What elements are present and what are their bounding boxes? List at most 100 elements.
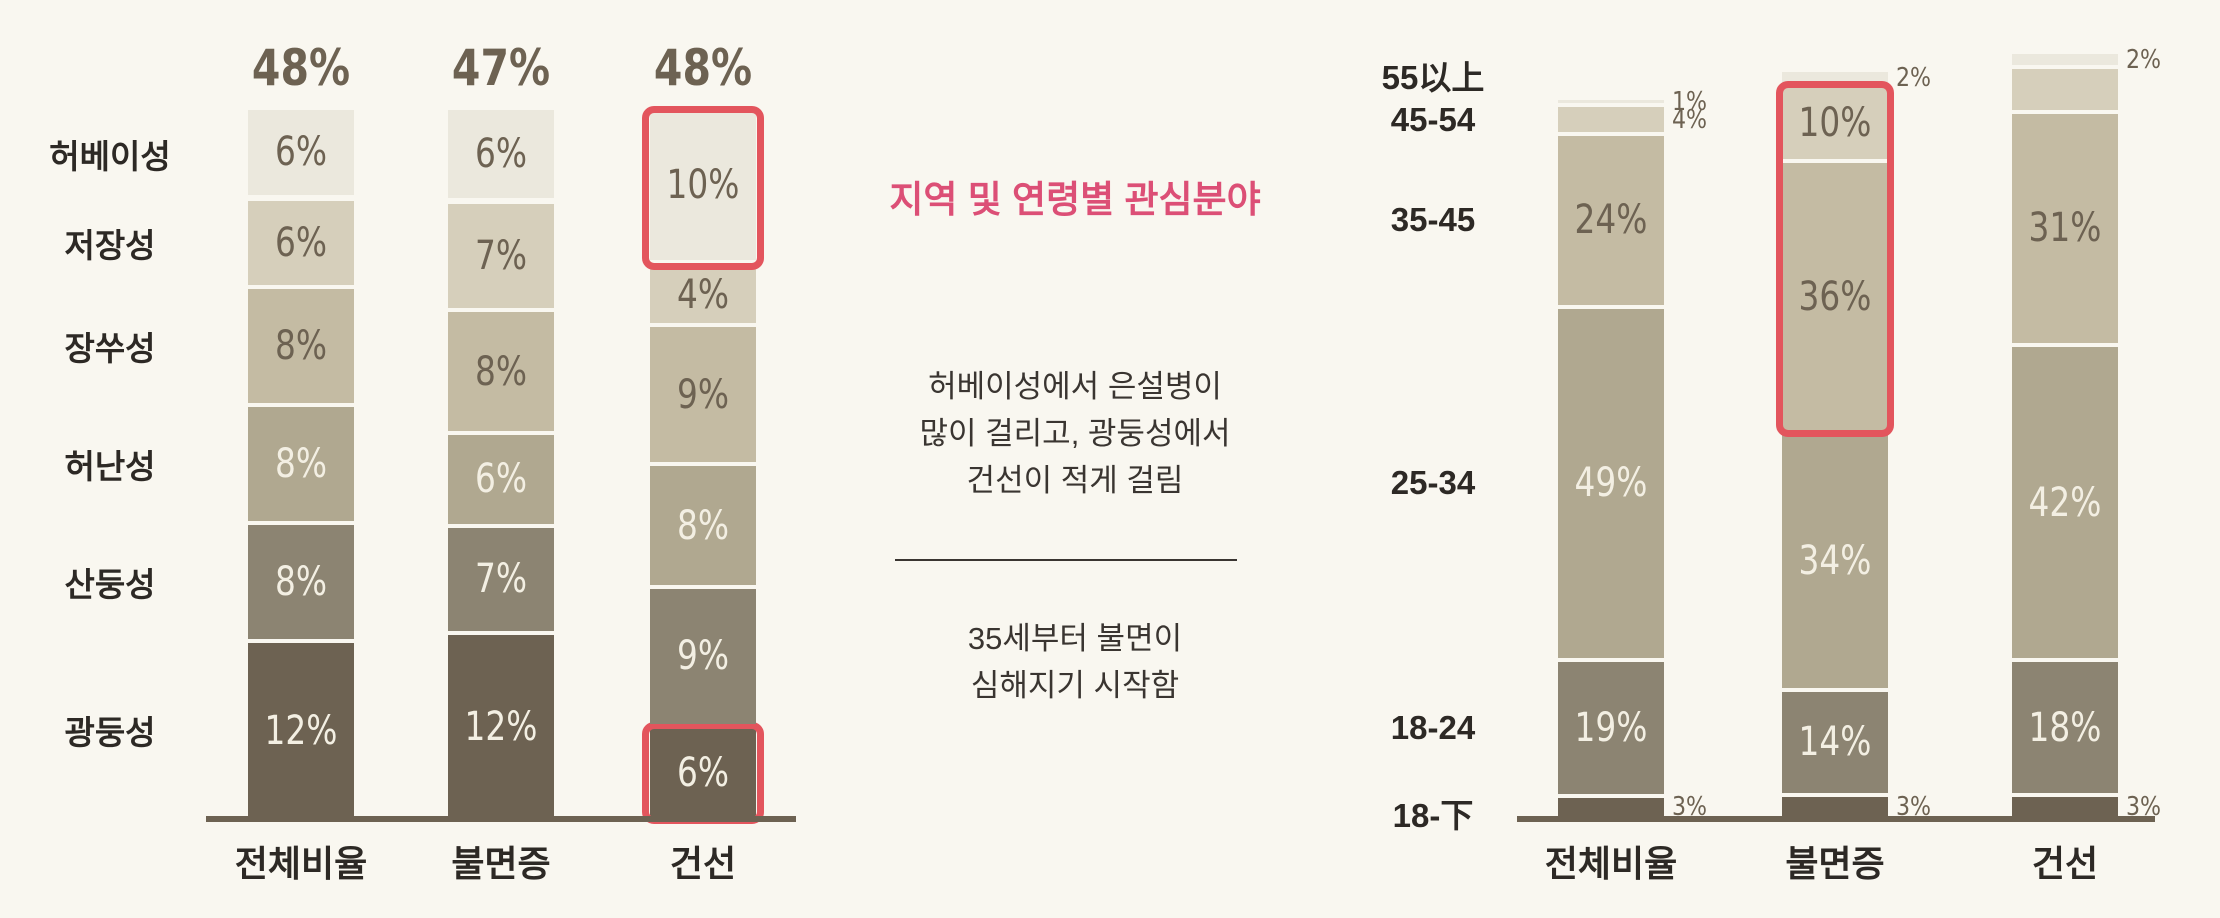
- bar-segment-1-1: [1782, 691, 1888, 794]
- note-region-line-3: 건선이 적게 걸림: [966, 463, 1184, 498]
- note-region-line-1: 허베이성에서 은설병이: [928, 369, 1222, 404]
- data-label: 42%: [2028, 479, 2102, 526]
- category-label-1: 불면증: [1785, 843, 1885, 884]
- bar-segment-2-3: [2012, 114, 2118, 343]
- bar-segment-0-0: [1558, 798, 1664, 816]
- bar-segment-0-2: 8%: [248, 407, 354, 521]
- category-label-1: 불면증: [451, 843, 551, 884]
- data-label: 8%: [676, 502, 730, 549]
- left-baseline: [206, 816, 796, 822]
- bar-segment-1-4: 7%: [448, 204, 554, 309]
- highlight-box: [642, 721, 764, 824]
- bar-segment-0-5: 6%: [248, 110, 354, 195]
- bar-segment-1-3: [1782, 162, 1888, 431]
- bar-segment-0-3: 8%: [248, 289, 354, 403]
- bar-segment-1-5: [1782, 72, 1888, 84]
- data-label: 6%: [676, 749, 730, 796]
- data-label-box: 42%: [2012, 345, 2118, 660]
- data-label-outside: 2%: [1896, 62, 1932, 93]
- bar-segment-0-3: [1558, 136, 1664, 305]
- bar-segment-2-0: [2012, 797, 2118, 816]
- legend-label-1: 18-24: [1390, 709, 1476, 746]
- data-label: 7%: [474, 233, 528, 280]
- bar-segment-1-1: 7%: [448, 527, 554, 632]
- data-label-box: 49%: [1558, 307, 1664, 660]
- bar-total-2: 48%: [653, 39, 753, 97]
- data-label-box: 14%: [1782, 690, 1888, 796]
- bar-segment-0-4: [1558, 107, 1664, 132]
- note-age-line-1: 35세부터 불면이: [967, 621, 1183, 656]
- bar-segment-2-2: 8%: [650, 466, 756, 586]
- bar-segment-0-1: 8%: [248, 525, 354, 639]
- bar-segment-2-4: [2012, 69, 2118, 111]
- bar-segment-2-4: 4%: [650, 265, 756, 324]
- data-label-outside: 4%: [1672, 104, 1708, 135]
- bar-segment-0-4: 6%: [248, 200, 354, 285]
- legend-label-1: 산둥성: [64, 566, 156, 603]
- bar-total-1: 47%: [451, 39, 551, 97]
- bar-segment-2-5: [2012, 54, 2118, 66]
- data-label: 8%: [274, 559, 328, 605]
- bar-segment-2-1: 9%: [650, 589, 756, 724]
- bar-segment-1-4: [1782, 87, 1888, 159]
- bar-segment-1-0: 12%: [448, 635, 554, 818]
- legend-label-4: 45-54: [1390, 100, 1476, 138]
- legend-label-3: 35-45: [1390, 201, 1476, 239]
- data-label: 6%: [274, 129, 328, 176]
- divider: [895, 559, 1237, 561]
- data-label: 8%: [274, 323, 328, 369]
- bar-segment-1-5: 6%: [448, 110, 554, 199]
- data-label: 10%: [666, 161, 740, 208]
- data-label: 36%: [1798, 273, 1872, 320]
- category-label-2: 건선: [2031, 843, 2099, 884]
- note-region: 허베이성에서 은설병이 많이 걸리고, 광둥성에서 건선이 적게 걸림: [919, 363, 1230, 504]
- data-label: 4%: [676, 271, 730, 318]
- data-label: 6%: [274, 219, 328, 266]
- data-label: 6%: [474, 131, 528, 178]
- bar-segment-0-1: [1558, 661, 1664, 795]
- bar-segment-0-0: 12%: [248, 643, 354, 818]
- data-label: 34%: [1798, 538, 1872, 585]
- data-label-outside: 1%: [1672, 86, 1708, 117]
- right-baseline: [1517, 816, 2155, 822]
- data-label-box: 24%: [1558, 134, 1664, 307]
- legend-label-2: 허난성: [64, 448, 156, 485]
- data-label: 10%: [1798, 99, 1872, 146]
- note-age-line-2: 심해지기 시작함: [970, 668, 1180, 703]
- bar-segment-2-1: [2012, 662, 2118, 794]
- legend-label-3: 장쑤성: [64, 330, 156, 367]
- legend-label-4: 저장성: [64, 226, 156, 264]
- data-label: 7%: [474, 556, 528, 603]
- data-label-box: 10%: [1782, 85, 1888, 161]
- bar-segment-1-2: 6%: [448, 435, 554, 524]
- legend-label-0: 18-下: [1392, 797, 1474, 835]
- data-label: 9%: [676, 633, 730, 680]
- data-label-outside: 2%: [2126, 44, 2162, 75]
- note-age: 35세부터 불면이 심해지기 시작함: [968, 615, 1182, 709]
- legend-label-2: 25-34: [1390, 464, 1476, 502]
- data-label: 18%: [2028, 704, 2102, 751]
- data-label: 24%: [1574, 197, 1648, 244]
- legend-label-5: 허베이성: [49, 138, 171, 176]
- highlight-box: [1776, 81, 1894, 437]
- bar-segment-0-2: [1558, 308, 1664, 658]
- data-label: 14%: [1798, 719, 1872, 766]
- bar-segment-1-2: [1782, 434, 1888, 688]
- data-label: 12%: [264, 707, 338, 754]
- category-label-2: 건선: [669, 843, 737, 884]
- note-region-line-2: 많이 걸리고, 광둥성에서: [919, 416, 1231, 451]
- data-label-box: 36%: [1782, 161, 1888, 433]
- bar-segment-2-0: 6%: [650, 727, 756, 818]
- bar-segment-0-5: [1558, 100, 1664, 104]
- bar-segment-2-2: [2012, 346, 2118, 659]
- data-label-box: 18%: [2012, 660, 2118, 795]
- data-label: 31%: [2028, 205, 2102, 252]
- legend-label-5: 55以上: [1381, 58, 1485, 96]
- bar-segment-1-0: [1782, 797, 1888, 816]
- data-label-box: 31%: [2012, 112, 2118, 345]
- data-label: 8%: [274, 441, 328, 487]
- highlight-box: [642, 106, 764, 270]
- data-label: 12%: [464, 703, 538, 750]
- data-label-box: 34%: [1782, 433, 1888, 690]
